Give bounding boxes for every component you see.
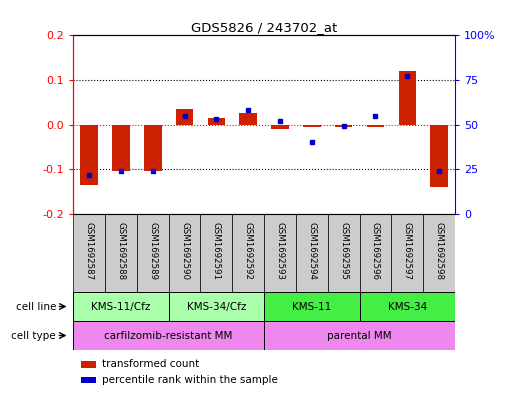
Bar	[105, 214, 137, 292]
Text: GSM1692587: GSM1692587	[85, 222, 94, 281]
Bar	[73, 321, 264, 350]
Text: GSM1692591: GSM1692591	[212, 222, 221, 280]
Text: KMS-11: KMS-11	[292, 301, 332, 312]
Bar	[423, 214, 455, 292]
Bar	[81, 377, 96, 383]
Text: GSM1692596: GSM1692596	[371, 222, 380, 280]
Text: cell type: cell type	[12, 331, 56, 340]
Bar	[264, 292, 360, 321]
Bar	[81, 125, 98, 185]
Text: GSM1692588: GSM1692588	[117, 222, 126, 281]
Text: GSM1692594: GSM1692594	[308, 222, 316, 280]
Bar	[264, 321, 455, 350]
Bar	[328, 214, 360, 292]
Bar	[430, 125, 448, 187]
Text: GSM1692589: GSM1692589	[148, 222, 157, 280]
Bar	[303, 125, 321, 127]
Bar	[176, 109, 194, 125]
Text: cell line: cell line	[16, 301, 56, 312]
Bar	[73, 292, 168, 321]
Text: carfilzomib-resistant MM: carfilzomib-resistant MM	[105, 331, 233, 340]
Bar	[391, 214, 423, 292]
Bar	[168, 292, 264, 321]
Bar	[335, 125, 353, 127]
Title: GDS5826 / 243702_at: GDS5826 / 243702_at	[191, 21, 337, 34]
Bar	[271, 125, 289, 129]
Text: parental MM: parental MM	[327, 331, 392, 340]
Text: transformed count: transformed count	[102, 359, 199, 369]
Bar	[200, 214, 232, 292]
Text: GSM1692590: GSM1692590	[180, 222, 189, 280]
Bar	[264, 214, 296, 292]
Bar	[296, 214, 328, 292]
Bar	[73, 214, 105, 292]
Text: GSM1692598: GSM1692598	[435, 222, 444, 280]
Bar	[367, 125, 384, 127]
Bar	[208, 118, 225, 125]
Text: GSM1692597: GSM1692597	[403, 222, 412, 280]
Bar	[232, 214, 264, 292]
Bar	[112, 125, 130, 171]
Text: GSM1692593: GSM1692593	[276, 222, 285, 280]
Text: KMS-34: KMS-34	[388, 301, 427, 312]
Bar	[144, 125, 162, 171]
Bar	[360, 214, 391, 292]
Bar	[168, 214, 200, 292]
Bar	[360, 292, 455, 321]
Bar	[137, 214, 168, 292]
Text: KMS-11/Cfz: KMS-11/Cfz	[91, 301, 151, 312]
Text: percentile rank within the sample: percentile rank within the sample	[102, 375, 278, 385]
Bar	[240, 114, 257, 125]
Text: KMS-34/Cfz: KMS-34/Cfz	[187, 301, 246, 312]
Bar	[81, 361, 96, 367]
Bar	[399, 71, 416, 125]
Text: GSM1692595: GSM1692595	[339, 222, 348, 280]
Text: GSM1692592: GSM1692592	[244, 222, 253, 280]
